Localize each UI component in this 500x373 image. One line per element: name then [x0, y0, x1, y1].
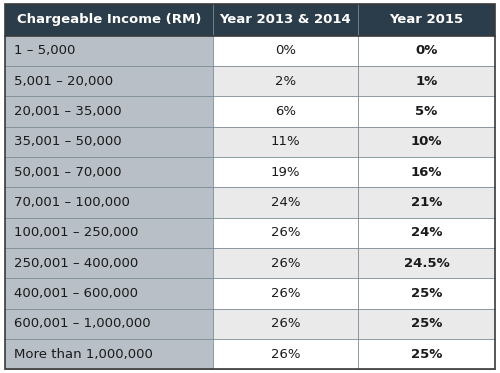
Text: 26%: 26%	[271, 287, 300, 300]
Bar	[358, 36, 495, 66]
Bar	[5, 187, 213, 218]
Bar	[213, 127, 358, 157]
Bar	[213, 157, 358, 187]
Bar	[213, 339, 358, 369]
Text: 5,001 – 20,000: 5,001 – 20,000	[14, 75, 113, 88]
Bar	[358, 4, 495, 36]
Text: 24%: 24%	[271, 196, 300, 209]
Bar	[213, 248, 358, 278]
Text: 1 – 5,000: 1 – 5,000	[14, 44, 76, 57]
Text: 400,001 – 600,000: 400,001 – 600,000	[14, 287, 138, 300]
Text: 100,001 – 250,000: 100,001 – 250,000	[14, 226, 138, 239]
Bar	[213, 66, 358, 96]
Bar	[5, 36, 213, 66]
Text: 25%: 25%	[410, 317, 442, 330]
Text: 0%: 0%	[275, 44, 296, 57]
Text: 21%: 21%	[410, 196, 442, 209]
Bar	[5, 127, 213, 157]
Text: 35,001 – 50,000: 35,001 – 50,000	[14, 135, 122, 148]
Bar	[5, 4, 213, 36]
Text: 20,001 – 35,000: 20,001 – 35,000	[14, 105, 122, 118]
Bar	[213, 36, 358, 66]
Text: 16%: 16%	[410, 166, 442, 179]
Bar	[213, 4, 358, 36]
Bar	[358, 187, 495, 218]
Text: More than 1,000,000: More than 1,000,000	[14, 348, 153, 361]
Bar	[358, 218, 495, 248]
Bar	[5, 248, 213, 278]
Text: 26%: 26%	[271, 317, 300, 330]
Bar	[213, 308, 358, 339]
Text: 50,001 – 70,000: 50,001 – 70,000	[14, 166, 122, 179]
Bar	[5, 96, 213, 127]
Text: 26%: 26%	[271, 257, 300, 270]
Text: Year 2015: Year 2015	[390, 13, 464, 26]
Text: 1%: 1%	[416, 75, 438, 88]
Bar	[5, 308, 213, 339]
Text: 0%: 0%	[415, 44, 438, 57]
Text: 250,001 – 400,000: 250,001 – 400,000	[14, 257, 138, 270]
Text: 6%: 6%	[275, 105, 296, 118]
Text: 19%: 19%	[271, 166, 300, 179]
Bar	[358, 66, 495, 96]
Bar	[5, 278, 213, 308]
Text: 2%: 2%	[275, 75, 296, 88]
Text: 24.5%: 24.5%	[404, 257, 450, 270]
Bar	[5, 66, 213, 96]
Bar	[358, 339, 495, 369]
Text: 26%: 26%	[271, 348, 300, 361]
Text: 25%: 25%	[410, 287, 442, 300]
Bar	[358, 278, 495, 308]
Bar	[213, 96, 358, 127]
Bar	[5, 339, 213, 369]
Bar	[358, 248, 495, 278]
Bar	[213, 187, 358, 218]
Text: Year 2013 & 2014: Year 2013 & 2014	[220, 13, 352, 26]
Text: 24%: 24%	[410, 226, 442, 239]
Bar	[358, 127, 495, 157]
Bar	[5, 218, 213, 248]
Bar	[5, 157, 213, 187]
Bar	[358, 308, 495, 339]
Text: 10%: 10%	[410, 135, 442, 148]
Text: 70,001 – 100,000: 70,001 – 100,000	[14, 196, 130, 209]
Text: 26%: 26%	[271, 226, 300, 239]
Text: 600,001 – 1,000,000: 600,001 – 1,000,000	[14, 317, 150, 330]
Text: 11%: 11%	[270, 135, 300, 148]
Text: Chargeable Income (RM): Chargeable Income (RM)	[17, 13, 202, 26]
Bar	[358, 157, 495, 187]
Bar	[213, 218, 358, 248]
Bar	[358, 96, 495, 127]
Text: 5%: 5%	[416, 105, 438, 118]
Text: 25%: 25%	[410, 348, 442, 361]
Bar	[213, 278, 358, 308]
